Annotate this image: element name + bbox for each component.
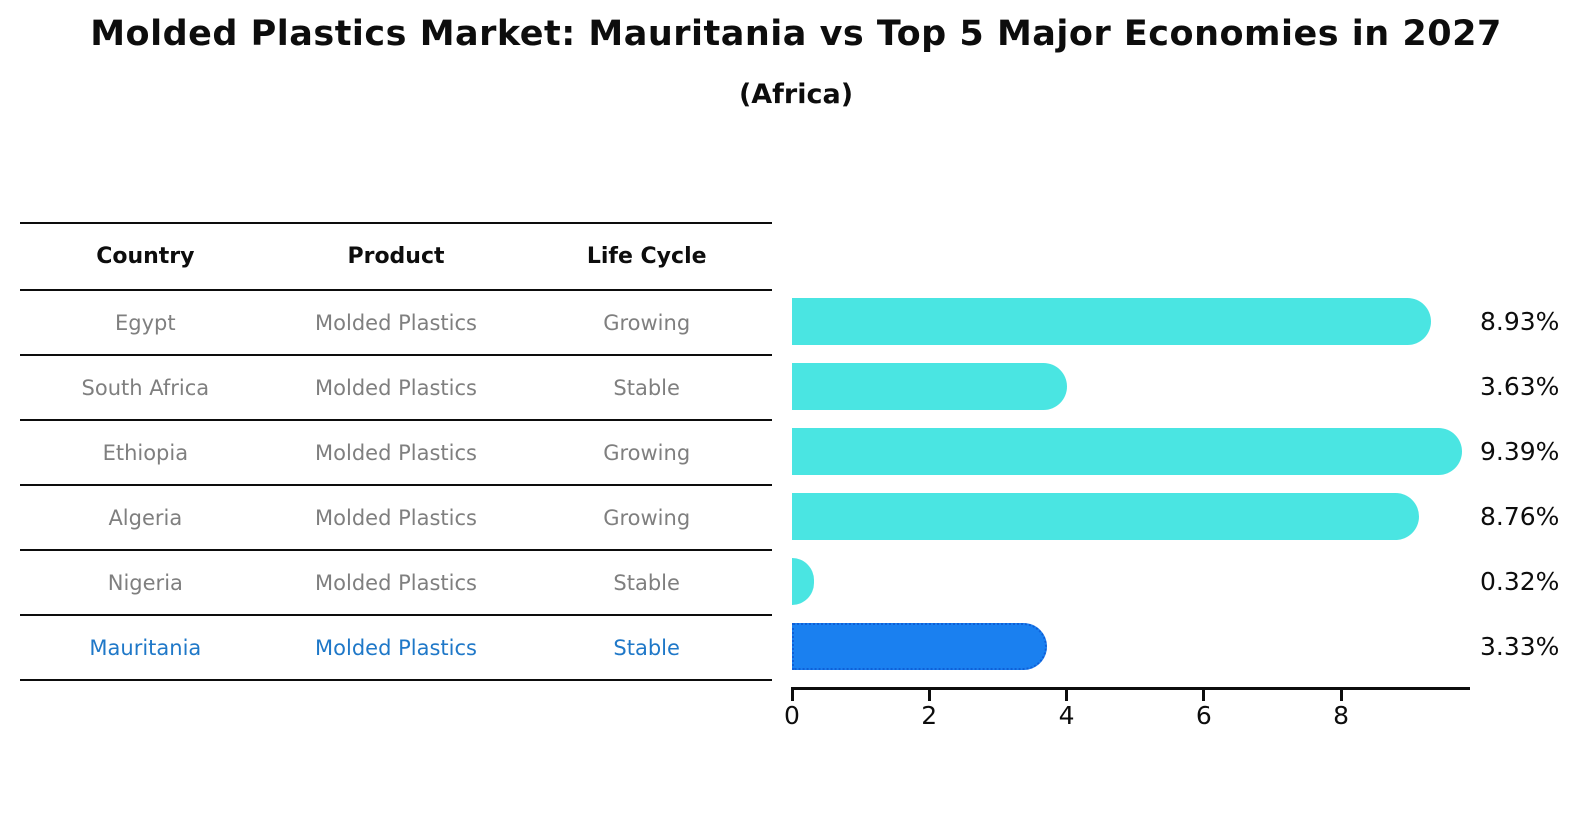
x-axis-line bbox=[791, 687, 1470, 690]
table-cell-life-cycle: Stable bbox=[613, 635, 680, 660]
table-cell-life-cycle: Growing bbox=[603, 310, 691, 335]
bar-row bbox=[792, 549, 1468, 614]
table-row: Nigeria Molded Plastics Stable bbox=[20, 551, 772, 616]
bar-value-label: 8.76% bbox=[1480, 502, 1560, 531]
table-cell-life-cycle: Stable bbox=[613, 570, 680, 595]
x-axis-tick-label: 2 bbox=[921, 701, 938, 730]
bar-row bbox=[792, 484, 1468, 549]
table-cell-product: Molded Plastics bbox=[315, 635, 477, 660]
table-header-row: Country Product Life Cycle bbox=[20, 224, 772, 291]
x-axis-tick-label: 8 bbox=[1333, 701, 1349, 730]
bar-south-africa bbox=[792, 363, 1068, 410]
table-header-country: Country bbox=[96, 244, 195, 269]
table-cell-product: Molded Plastics bbox=[315, 310, 477, 335]
x-axis-tick-label: 6 bbox=[1195, 701, 1212, 730]
bar-value-label: 8.93% bbox=[1480, 307, 1560, 336]
bar-row bbox=[792, 614, 1468, 679]
table-row: Algeria Molded Plastics Growing bbox=[20, 486, 772, 551]
page-subtitle: (Africa) bbox=[738, 79, 854, 110]
table-header-product: Product bbox=[347, 244, 445, 269]
page-title: Molded Plastics Market: Mauritania vs To… bbox=[90, 14, 1502, 54]
table-cell-country: Algeria bbox=[108, 505, 183, 530]
bar-ethiopia bbox=[792, 428, 1463, 475]
bar-value-label: 3.33% bbox=[1480, 632, 1560, 661]
bar-nigeria bbox=[792, 558, 814, 605]
table-cell-product: Molded Plastics bbox=[315, 505, 477, 530]
table-cell-life-cycle: Stable bbox=[613, 375, 680, 400]
x-axis-tick bbox=[927, 688, 931, 701]
bar-row bbox=[792, 419, 1468, 484]
table-cell-life-cycle: Growing bbox=[603, 505, 691, 530]
table-cell-country: Ethiopia bbox=[102, 440, 189, 465]
x-axis-tick bbox=[1202, 688, 1206, 701]
table-header-life-cycle: Life Cycle bbox=[586, 244, 707, 269]
x-axis-tick bbox=[1065, 688, 1069, 701]
x-axis-tick bbox=[1339, 688, 1343, 701]
x-axis-tick-label: 4 bbox=[1058, 701, 1075, 730]
bar-value-label: 0.32% bbox=[1480, 567, 1560, 596]
x-axis-tick-label: 0 bbox=[784, 701, 800, 730]
bar-row bbox=[792, 289, 1468, 354]
bar-row bbox=[792, 354, 1468, 419]
bar-mauritania bbox=[792, 623, 1047, 670]
bar-value-label: 3.63% bbox=[1480, 372, 1560, 401]
table-cell-life-cycle: Growing bbox=[603, 440, 691, 465]
bar-value-label: 9.39% bbox=[1480, 437, 1560, 466]
table-body: Egypt Molded Plastics Growing South Africa M… bbox=[20, 291, 772, 681]
table-cell-country: Nigeria bbox=[107, 570, 183, 595]
table-cell-country: Egypt bbox=[115, 310, 176, 335]
bar-chart-plot-area bbox=[792, 289, 1468, 679]
table-row: Ethiopia Molded Plastics Growing bbox=[20, 421, 772, 486]
table-cell-product: Molded Plastics bbox=[315, 375, 477, 400]
table-cell-product: Molded Plastics bbox=[315, 570, 477, 595]
bar-egypt bbox=[792, 298, 1431, 345]
table-row: Egypt Molded Plastics Growing bbox=[20, 291, 772, 356]
country-table: Country Product Life Cycle Egypt Molded P… bbox=[20, 222, 772, 681]
table-cell-country: South Africa bbox=[81, 375, 210, 400]
table-cell-country: Mauritania bbox=[89, 635, 202, 660]
table-cell-product: Molded Plastics bbox=[315, 440, 477, 465]
x-axis-tick bbox=[790, 688, 794, 701]
bar-algeria bbox=[792, 493, 1420, 540]
table-row: Mauritania Molded Plastics Stable bbox=[20, 616, 772, 681]
table-row: South Africa Molded Plastics Stable bbox=[20, 356, 772, 421]
